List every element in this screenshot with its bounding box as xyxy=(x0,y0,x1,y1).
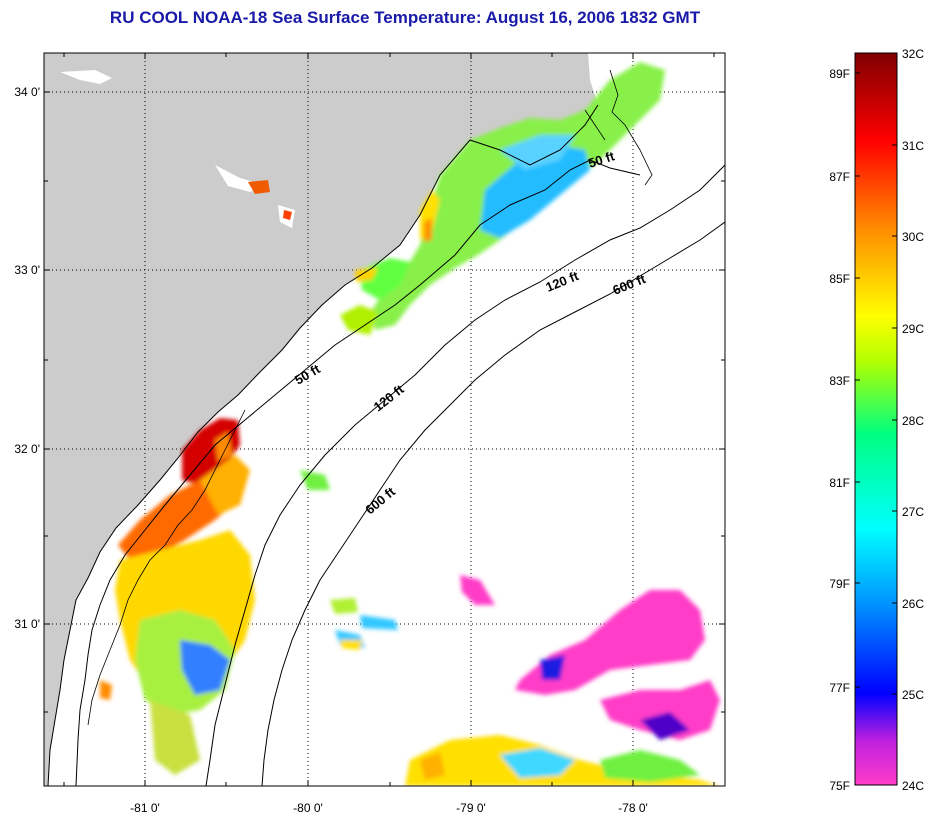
lon-label-79: -79 0' xyxy=(456,801,486,815)
colorbar-f-81: 81F xyxy=(829,476,850,490)
colorbar-c-25: 25C xyxy=(902,688,924,702)
colorbar xyxy=(854,52,898,786)
depth-contour-600ft xyxy=(261,221,725,786)
lat-label-34: 34 0' xyxy=(14,85,40,99)
land-mass xyxy=(44,53,598,786)
coastline xyxy=(47,104,599,786)
colorbar-f-79: 79F xyxy=(829,577,850,591)
lon-label-81: -81 0' xyxy=(130,801,160,815)
colorbar-f-75: 75F xyxy=(829,779,850,793)
colorbar-c-26: 26C xyxy=(902,597,924,611)
colorbar-f-83: 83F xyxy=(829,374,850,388)
colorbar-c-31: 31C xyxy=(902,139,924,153)
lon-label-80: -80 0' xyxy=(293,801,323,815)
lat-label-33: 33 0' xyxy=(14,263,40,277)
map-frame xyxy=(43,52,726,787)
inland-lake-warm xyxy=(248,180,270,194)
lat-label-31: 31 0' xyxy=(14,617,40,631)
depth-contour-50ft xyxy=(75,159,641,786)
colorbar-f-85: 85F xyxy=(829,272,850,286)
colorbar-ticks xyxy=(855,52,897,786)
depth-contour-120ft xyxy=(205,164,725,786)
colorbar-c-30: 30C xyxy=(902,230,924,244)
lat-label-32: 32 0' xyxy=(14,442,40,456)
lon-label-78: -78 0' xyxy=(618,801,648,815)
colorbar-c-27: 27C xyxy=(902,505,924,519)
coastline-islands xyxy=(87,69,653,726)
colorbar-c-32: 32C xyxy=(902,47,924,61)
colorbar-c-28: 28C xyxy=(902,414,924,428)
map-title: RU COOL NOAA-18 Sea Surface Temperature:… xyxy=(109,8,701,27)
inland-lake-warm xyxy=(283,210,292,220)
colorbar-c-29: 29C xyxy=(902,322,924,336)
colorbar-f-89: 89F xyxy=(829,67,850,81)
colorbar-c-24: 24C xyxy=(902,779,924,793)
sst-data xyxy=(100,62,720,786)
colorbar-f-77: 77F xyxy=(829,681,850,695)
inland-lake xyxy=(60,70,112,84)
axis-ticks xyxy=(44,53,725,786)
colorbar-f-87: 87F xyxy=(829,170,850,184)
